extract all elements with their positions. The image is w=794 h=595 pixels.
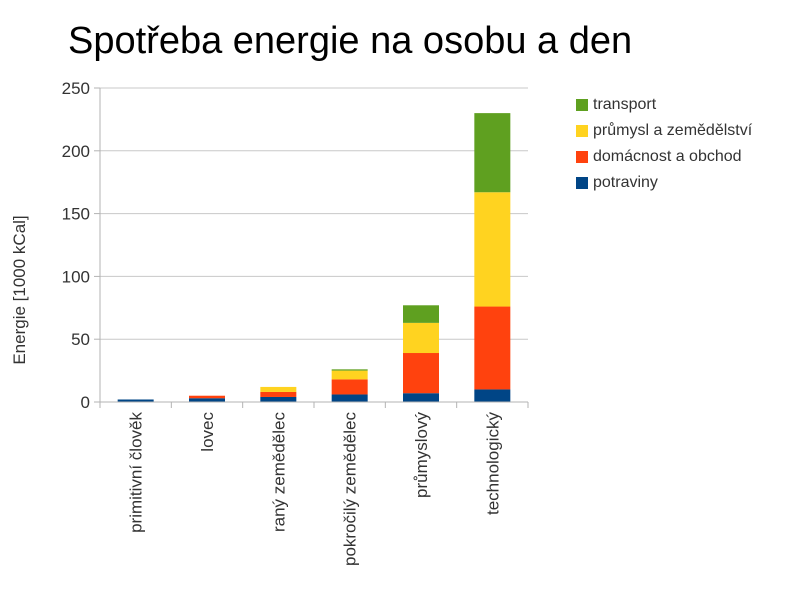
bar-segment	[331, 370, 368, 380]
bar-segment	[474, 389, 511, 402]
legend-label: průmysl a zemědělství	[593, 122, 753, 139]
y-axis-label: Energie [1000 kCal]	[10, 215, 29, 364]
grid-lines	[100, 87, 528, 403]
y-tick-label: 150	[62, 205, 90, 224]
x-tick-label: technologický	[483, 412, 502, 516]
axes	[99, 88, 528, 408]
x-tick-label: lovec	[198, 412, 217, 452]
bar-segment	[331, 394, 368, 402]
bars	[117, 113, 511, 402]
x-tick-label: pokročilý zemědělec	[341, 412, 360, 567]
legend-item: domácnost a obchod	[576, 144, 752, 170]
bar-segment	[474, 192, 511, 307]
legend-item: průmysl a zemědělství	[576, 118, 752, 144]
x-tick-label: raný zemědělec	[269, 412, 288, 533]
x-tick-label: průmyslový	[412, 412, 431, 498]
y-tick-label: 250	[62, 79, 90, 98]
bar-segment	[331, 379, 368, 395]
bar-segment	[189, 398, 225, 402]
legend: transport průmysl a zemědělství domácnost …	[576, 92, 752, 196]
bar-segment	[403, 305, 439, 323]
bar-segment	[260, 396, 297, 402]
legend-label: potraviny	[593, 174, 658, 191]
bar-segment	[474, 306, 511, 390]
legend-swatch	[576, 99, 588, 111]
bar-segment	[474, 113, 511, 193]
bar-segment	[403, 353, 439, 394]
y-axis-ticks: 0 50 100 150 200 250	[62, 79, 100, 412]
legend-label: transport	[593, 96, 657, 113]
bar-segment	[189, 395, 225, 399]
legend-label: domácnost a obchod	[593, 148, 742, 165]
legend-item: potraviny	[576, 170, 752, 196]
bar-segment	[260, 391, 297, 397]
legend-item: transport	[576, 92, 752, 118]
y-tick-label: 50	[71, 330, 90, 349]
bar-segment	[403, 393, 439, 402]
y-tick-label: 0	[81, 393, 90, 412]
bar-segment	[403, 322, 439, 354]
legend-swatch	[576, 125, 588, 137]
x-tick-label: primitivní člověk	[127, 412, 146, 533]
y-tick-label: 200	[62, 142, 90, 161]
bar-segment	[260, 386, 297, 392]
legend-swatch	[576, 151, 588, 163]
chart-title: Spotřeba energie na osobu a den	[68, 20, 633, 62]
y-tick-label: 100	[62, 267, 90, 286]
bar-segment	[331, 369, 368, 371]
x-axis-ticks: primitivní člověk lovec raný zemědělec pokr…	[99, 402, 529, 567]
legend-swatch	[576, 177, 588, 189]
bar-segment	[117, 399, 154, 402]
